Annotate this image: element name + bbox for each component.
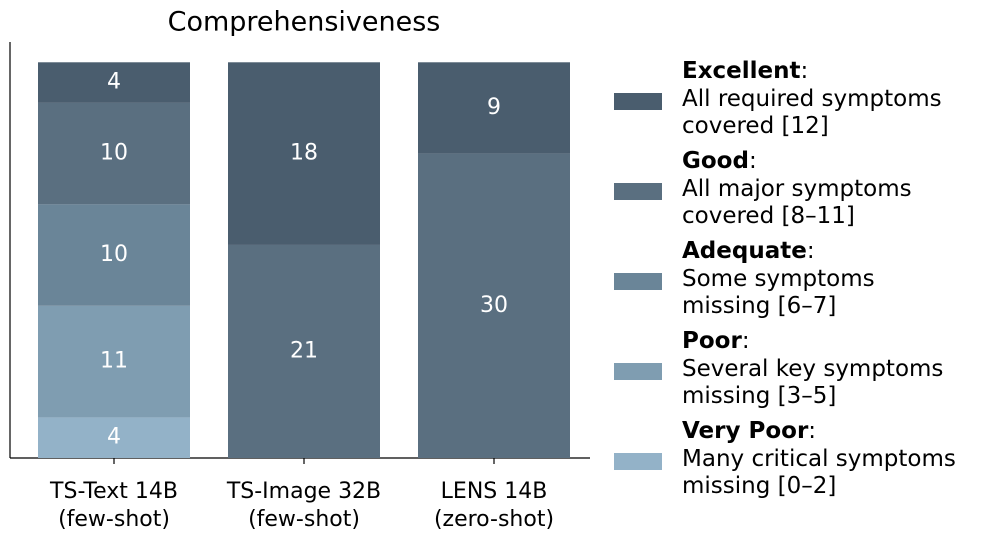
legend-separator: : bbox=[806, 238, 815, 264]
x-tick-label: TS-Text 14B (few-shot) bbox=[50, 479, 178, 532]
bar-segment bbox=[38, 417, 190, 458]
value-label: 21 bbox=[290, 338, 318, 363]
bar-segment bbox=[38, 305, 190, 418]
legend-swatch bbox=[614, 453, 662, 470]
legend-swatch bbox=[614, 273, 662, 290]
value-label: 10 bbox=[100, 242, 128, 267]
bar-segment bbox=[38, 102, 190, 205]
legend-swatch bbox=[614, 183, 662, 200]
value-label: 4 bbox=[107, 70, 121, 95]
legend-description: Many critical symptoms missing [0–2] bbox=[682, 446, 956, 499]
x-tick-label: LENS 14B (zero-shot) bbox=[433, 479, 555, 532]
legend-title: Very Poor: bbox=[682, 418, 816, 444]
legend-separator: : bbox=[808, 418, 817, 444]
legend-name: Poor bbox=[682, 328, 742, 354]
legend-separator: : bbox=[800, 58, 809, 84]
chart-title: Comprehensiveness bbox=[168, 7, 441, 38]
bar-segment bbox=[418, 153, 570, 459]
legend-name: Very Poor bbox=[682, 418, 809, 444]
value-label: 9 bbox=[487, 95, 501, 120]
bar-segment bbox=[228, 244, 380, 458]
legend-description: All required symptoms covered [12] bbox=[682, 86, 942, 139]
bar-segment bbox=[38, 204, 190, 306]
legend-description: Some symptoms missing [6–7] bbox=[682, 266, 875, 319]
bar-segment bbox=[418, 62, 570, 154]
value-label: 10 bbox=[100, 141, 128, 166]
bar-segment bbox=[38, 62, 190, 103]
legend-swatch bbox=[614, 93, 662, 110]
value-label: 4 bbox=[107, 425, 121, 450]
x-tick-label: TS-Image 32B (few-shot) bbox=[226, 479, 382, 532]
legend-name: Adequate bbox=[682, 238, 807, 264]
legend-description: All major symptoms covered [8–11] bbox=[682, 176, 912, 229]
legend-description: Several key symptoms missing [3–5] bbox=[682, 356, 944, 409]
legend-name: Excellent bbox=[682, 58, 801, 84]
legend-separator: : bbox=[741, 328, 750, 354]
value-label: 18 bbox=[290, 141, 318, 166]
legend-title: Poor: bbox=[682, 328, 750, 354]
value-label: 30 bbox=[480, 293, 508, 318]
legend-name: Good bbox=[682, 148, 749, 174]
bar-segment bbox=[228, 62, 380, 245]
legend-title: Excellent: bbox=[682, 58, 808, 84]
legend-title: Adequate: bbox=[682, 238, 815, 264]
legend-swatch bbox=[614, 363, 662, 380]
legend-separator: : bbox=[748, 148, 757, 174]
legend-title: Good: bbox=[682, 148, 757, 174]
value-label: 11 bbox=[100, 349, 128, 374]
